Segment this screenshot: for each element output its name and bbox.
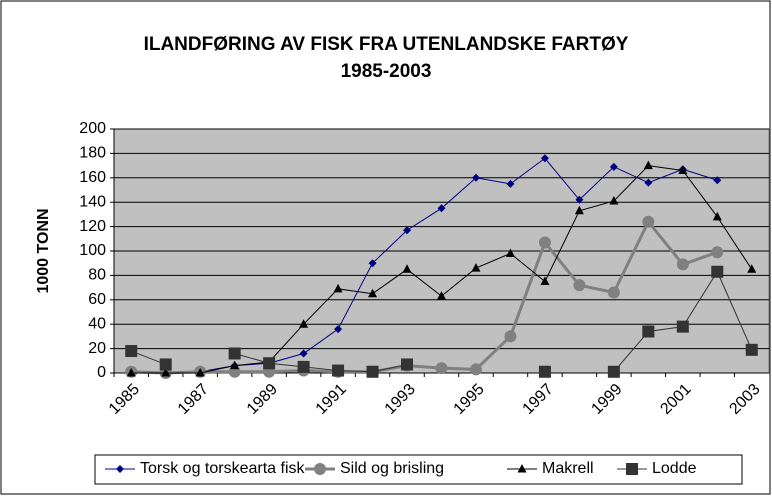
marker <box>676 258 689 271</box>
marker <box>609 195 619 205</box>
y-tick-label: 200 <box>79 120 106 137</box>
y-axis-label: 1000 TONN <box>35 208 52 293</box>
marker <box>368 259 377 268</box>
marker <box>159 358 172 371</box>
marker <box>402 264 412 273</box>
marker <box>678 165 688 174</box>
marker <box>437 204 446 213</box>
y-tick-label: 100 <box>79 242 106 259</box>
legend-label: Lodde <box>652 460 697 477</box>
marker <box>471 263 481 272</box>
marker <box>299 319 309 328</box>
marker <box>333 283 343 293</box>
marker <box>505 248 515 257</box>
marker <box>573 279 586 292</box>
y-tick-label: 40 <box>88 315 106 332</box>
marker <box>161 368 171 377</box>
marker <box>471 173 480 182</box>
marker <box>504 330 517 343</box>
marker <box>609 162 618 171</box>
marker <box>401 358 414 371</box>
marker <box>642 325 655 338</box>
marker <box>607 365 620 378</box>
marker <box>195 368 205 377</box>
y-tick-label: 120 <box>79 218 106 235</box>
marker <box>711 246 724 259</box>
marker <box>506 179 515 188</box>
marker <box>644 178 653 187</box>
marker <box>332 364 345 377</box>
marker <box>228 347 241 360</box>
legend-label: Sild og brisling <box>340 460 444 477</box>
marker <box>538 365 551 378</box>
y-tick-label: 60 <box>88 291 106 308</box>
marker <box>435 362 448 375</box>
marker <box>540 276 550 285</box>
marker <box>538 236 551 249</box>
legend-marker <box>116 465 124 473</box>
y-tick-label: 20 <box>88 340 106 357</box>
legend-marker <box>314 463 326 475</box>
marker <box>366 365 379 378</box>
marker <box>574 205 584 215</box>
marker <box>711 265 724 278</box>
marker <box>540 154 549 163</box>
y-tick-label: 80 <box>88 267 106 284</box>
marker <box>747 264 757 273</box>
legend-marker <box>626 463 638 475</box>
marker <box>368 288 378 298</box>
marker <box>642 215 655 228</box>
y-tick-label: 140 <box>79 193 106 210</box>
marker <box>125 345 138 358</box>
marker <box>676 320 689 333</box>
marker <box>403 226 412 235</box>
y-tick-label: 180 <box>79 145 106 162</box>
chart-subtitle: 1985-2003 <box>341 61 432 82</box>
marker <box>263 357 276 370</box>
marker <box>230 360 240 370</box>
legend-label: Makrell <box>542 460 594 477</box>
marker <box>334 325 343 334</box>
marker <box>297 360 310 373</box>
marker <box>607 286 620 299</box>
marker <box>745 343 758 356</box>
y-tick-label: 0 <box>97 364 106 381</box>
legend-label: Torsk og torskearta fisk <box>140 460 306 477</box>
marker <box>713 176 722 185</box>
chart-title: ILANDFØRING AV FISK FRA UTENLANDSKE FART… <box>144 34 629 55</box>
marker <box>575 195 584 204</box>
marker <box>469 363 482 376</box>
marker <box>712 211 722 221</box>
marker <box>437 291 446 300</box>
marker <box>299 349 308 358</box>
y-tick-label: 160 <box>79 169 106 186</box>
legend-marker <box>517 464 527 473</box>
marker <box>643 160 653 170</box>
marker <box>126 368 136 377</box>
